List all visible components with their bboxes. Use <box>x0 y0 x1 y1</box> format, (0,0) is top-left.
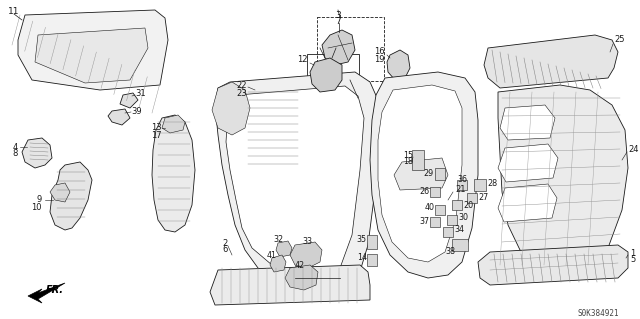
Text: 3: 3 <box>335 11 340 19</box>
Polygon shape <box>430 217 440 227</box>
Polygon shape <box>457 180 467 190</box>
Polygon shape <box>498 85 628 272</box>
Polygon shape <box>467 193 477 203</box>
Polygon shape <box>322 30 355 65</box>
Polygon shape <box>498 184 557 222</box>
Polygon shape <box>285 265 318 290</box>
Polygon shape <box>435 168 445 180</box>
Polygon shape <box>290 242 322 268</box>
Polygon shape <box>28 283 65 303</box>
Text: 40: 40 <box>425 204 435 212</box>
Text: 15: 15 <box>403 151 413 160</box>
Text: 14: 14 <box>357 254 367 263</box>
Polygon shape <box>162 115 185 133</box>
Polygon shape <box>435 205 445 215</box>
Polygon shape <box>474 179 486 191</box>
Polygon shape <box>120 93 138 108</box>
Text: 39: 39 <box>131 107 141 115</box>
Text: 24: 24 <box>628 145 639 154</box>
Text: 21: 21 <box>455 186 465 195</box>
Polygon shape <box>378 85 462 262</box>
Polygon shape <box>244 82 302 175</box>
Polygon shape <box>484 35 618 88</box>
Polygon shape <box>367 254 377 266</box>
Text: 42: 42 <box>295 261 305 270</box>
Polygon shape <box>215 72 380 295</box>
Polygon shape <box>276 241 292 257</box>
Polygon shape <box>310 58 342 92</box>
Text: 13: 13 <box>152 123 162 132</box>
Text: 28: 28 <box>487 179 497 188</box>
Polygon shape <box>498 144 558 182</box>
Text: 26: 26 <box>420 188 430 197</box>
Text: 37: 37 <box>420 218 430 226</box>
Polygon shape <box>387 50 410 80</box>
Text: 29: 29 <box>424 169 434 179</box>
Text: 23: 23 <box>236 88 247 98</box>
Polygon shape <box>430 187 440 197</box>
Polygon shape <box>108 109 130 125</box>
Text: 35: 35 <box>357 235 367 244</box>
Polygon shape <box>370 72 478 278</box>
Polygon shape <box>50 183 70 202</box>
Text: 33: 33 <box>302 238 312 247</box>
Polygon shape <box>500 105 555 140</box>
Text: 9: 9 <box>36 196 42 204</box>
Text: 10: 10 <box>31 203 42 211</box>
Text: 32: 32 <box>273 235 283 244</box>
Text: 1: 1 <box>630 249 636 257</box>
Polygon shape <box>412 150 424 170</box>
Polygon shape <box>50 162 92 230</box>
Polygon shape <box>452 200 462 210</box>
Polygon shape <box>152 115 195 232</box>
Text: 17: 17 <box>152 130 162 139</box>
Polygon shape <box>478 245 628 285</box>
Text: 4: 4 <box>13 143 18 152</box>
Polygon shape <box>212 82 250 135</box>
Polygon shape <box>22 138 52 168</box>
Text: 12: 12 <box>298 56 308 64</box>
Text: S0K384921: S0K384921 <box>577 309 619 318</box>
Text: 36: 36 <box>457 175 467 184</box>
Text: 27: 27 <box>478 194 488 203</box>
Text: 6: 6 <box>222 246 227 255</box>
Text: 30: 30 <box>458 213 468 222</box>
Text: 34: 34 <box>454 226 464 234</box>
Text: FR.: FR. <box>46 285 64 295</box>
Text: 5: 5 <box>630 256 636 264</box>
Polygon shape <box>443 227 453 237</box>
Polygon shape <box>367 235 377 249</box>
Polygon shape <box>394 158 448 190</box>
Text: 8: 8 <box>13 150 18 159</box>
Text: 20: 20 <box>463 201 473 210</box>
Text: 31: 31 <box>135 90 146 99</box>
Text: 7: 7 <box>335 18 340 26</box>
Polygon shape <box>226 86 364 278</box>
Text: 11: 11 <box>8 8 19 17</box>
Text: 22: 22 <box>237 81 247 91</box>
Polygon shape <box>18 10 168 90</box>
Text: 25: 25 <box>614 35 625 44</box>
Polygon shape <box>270 255 286 272</box>
Text: 2: 2 <box>222 239 227 248</box>
Polygon shape <box>35 28 148 83</box>
Text: 18: 18 <box>403 158 413 167</box>
Text: 38: 38 <box>445 248 455 256</box>
Polygon shape <box>210 265 370 305</box>
Polygon shape <box>447 215 457 225</box>
Text: 41: 41 <box>267 250 277 259</box>
Polygon shape <box>452 239 468 251</box>
Text: 19: 19 <box>374 56 385 64</box>
Text: 16: 16 <box>374 48 385 56</box>
